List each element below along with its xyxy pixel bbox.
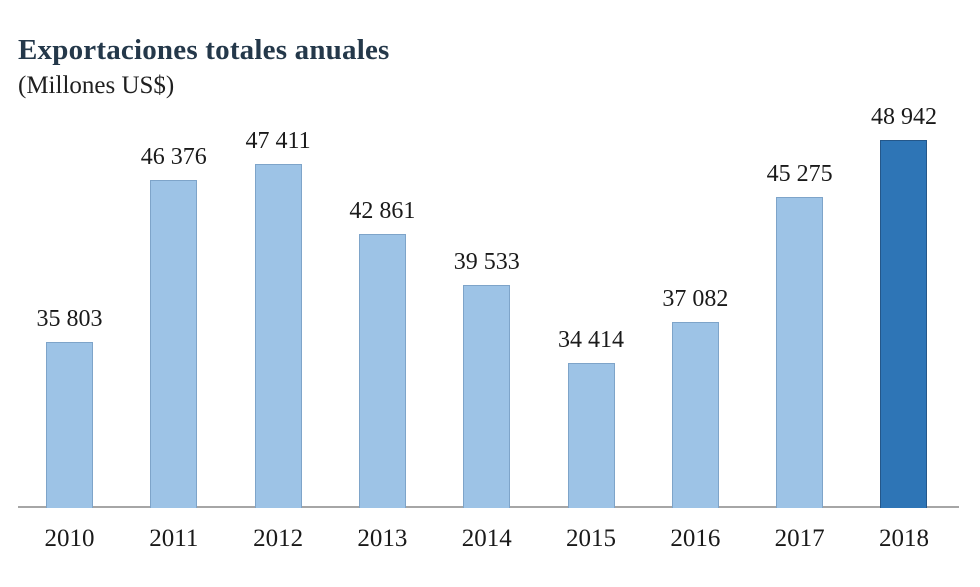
bar-value-label-2010: 35 803 bbox=[36, 306, 103, 332]
bar-2010 bbox=[46, 342, 93, 508]
bar-2017 bbox=[776, 197, 824, 508]
chart-subtitle: (Millones US$) bbox=[18, 72, 175, 99]
bar-2011 bbox=[150, 180, 198, 508]
x-axis-label-2014: 2014 bbox=[461, 525, 512, 552]
bar-value-label-2018: 48 942 bbox=[870, 104, 937, 130]
bar-value-label-2011: 46 376 bbox=[140, 144, 207, 170]
x-axis-label-2010: 2010 bbox=[44, 525, 95, 552]
bar-2012 bbox=[254, 164, 302, 508]
bar-value-label-2017: 45 275 bbox=[766, 161, 833, 187]
bar-value-label-2013: 42 861 bbox=[349, 198, 416, 224]
bar-value-label-2014: 39 533 bbox=[453, 249, 520, 275]
x-axis-label-2011: 2011 bbox=[149, 525, 199, 552]
bar-2013 bbox=[358, 234, 406, 508]
x-axis-label-2012: 2012 bbox=[253, 525, 304, 552]
x-axis-label-2018: 2018 bbox=[878, 525, 929, 552]
chart-title: Exportaciones totales anuales bbox=[18, 34, 390, 66]
bar-value-label-2016: 37 082 bbox=[662, 286, 729, 312]
x-axis-label-2015: 2015 bbox=[566, 525, 617, 552]
bar-2018 bbox=[880, 140, 928, 508]
x-axis-label-2017: 2017 bbox=[774, 525, 825, 552]
bar-2016 bbox=[671, 322, 719, 508]
bar-2014 bbox=[463, 285, 511, 508]
x-axis-label-2013: 2013 bbox=[357, 525, 408, 552]
x-axis-label-2016: 2016 bbox=[670, 525, 721, 552]
bar-value-label-2012: 47 411 bbox=[245, 128, 311, 154]
bar-value-label-2015: 34 414 bbox=[558, 327, 625, 353]
bar-2015 bbox=[567, 363, 615, 508]
